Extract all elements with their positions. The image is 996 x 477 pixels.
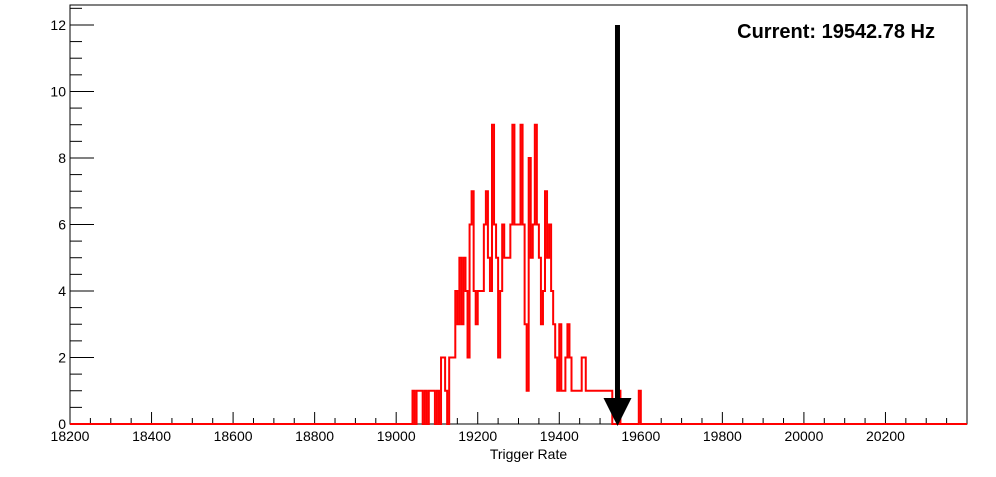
y-tick-label: 4 [58, 283, 66, 299]
current-rate-annotation: Current: 19542.78 Hz [737, 21, 935, 43]
current-rate-arrow [603, 24, 632, 426]
histogram-series-line [70, 123, 967, 425]
x-tick-label: 19400 [540, 428, 579, 444]
y-tick-label: 0 [58, 416, 66, 432]
x-axis-label: Trigger Rate [490, 446, 568, 462]
x-tick-label: 18400 [132, 428, 171, 444]
x-tick-label: 20000 [784, 428, 823, 444]
y-tick-label: 12 [50, 17, 66, 33]
y-tick-label: 6 [58, 216, 66, 232]
arrow-head [603, 398, 632, 426]
x-tick-label: 18800 [295, 428, 334, 444]
x-tick-label: 19200 [458, 428, 497, 444]
plot-frame [69, 4, 968, 425]
x-axis: 18200 18400 18600 18800 19000 19200 19400 19600… [51, 412, 968, 444]
x-tick-label: 18200 [51, 428, 90, 444]
y-axis: 0 2 4 6 8 10 12 [50, 7, 94, 432]
x-tick-label: 19600 [621, 428, 660, 444]
x-tick-label: 19800 [703, 428, 742, 444]
x-tick-label: 20200 [866, 428, 905, 444]
y-tick-label: 8 [58, 150, 66, 166]
y-tick-label: 10 [50, 83, 66, 99]
x-tick-label: 19000 [377, 428, 416, 444]
x-tick-label: 18600 [214, 428, 253, 444]
y-tick-label: 2 [58, 349, 66, 365]
